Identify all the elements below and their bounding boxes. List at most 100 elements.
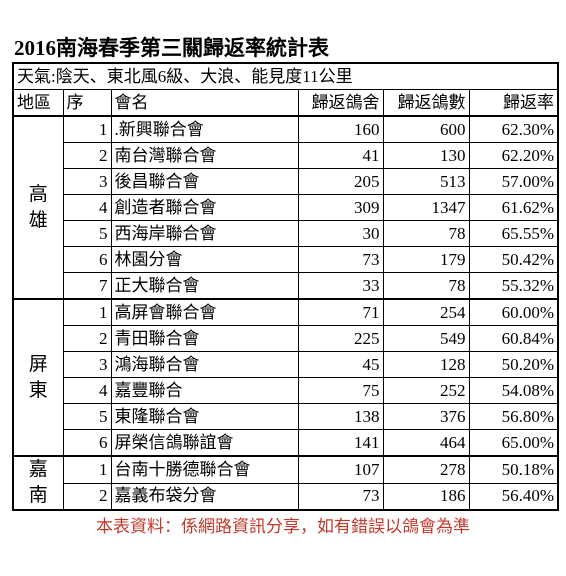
name-cell: 創造者聯合會 — [110, 194, 299, 221]
column-header: 會名 — [110, 89, 299, 117]
seq-cell: 5 — [62, 220, 112, 247]
name-cell: 高屏會聯合會 — [110, 298, 299, 326]
rate-cell: 54.08% — [468, 377, 559, 404]
lofts-cell: 141 — [297, 429, 384, 457]
lofts-cell: 73 — [297, 482, 384, 511]
lofts-cell: 41 — [297, 142, 384, 169]
data-row: 2 青田聯合會 225 549 60.84% — [13, 325, 559, 352]
region-cell: 高雄 — [12, 115, 64, 300]
rate-cell: 55.32% — [468, 272, 559, 300]
data-row: 5 東隆聯合會 138 376 56.80% — [13, 403, 559, 430]
birds-cell: 254 — [382, 298, 470, 326]
lofts-cell: 73 — [297, 246, 384, 273]
weather-row: 天氣:陰天、東北風6級、大浪、能見度11公里 — [12, 62, 559, 90]
lofts-cell: 45 — [297, 351, 384, 378]
name-cell: 林園分會 — [110, 246, 299, 273]
lofts-cell: 33 — [297, 272, 384, 300]
name-cell: 嘉義布袋分會 — [110, 482, 299, 511]
weather-cell: 天氣:陰天、東北風6級、大浪、能見度11公里 — [12, 62, 559, 90]
lofts-cell: 205 — [297, 168, 384, 195]
birds-cell: 1347 — [382, 194, 470, 221]
column-header: 歸返率 — [468, 89, 559, 117]
stats-table: 天氣:陰天、東北風6級、大浪、能見度11公里 地區序會名 歸返鴿舍 歸返鴿數 歸返率 高雄… — [12, 62, 559, 511]
data-row: 屏東 1 高屏會聯合會 71 254 60.00% — [12, 298, 559, 457]
name-cell: 鴻海聯合會 — [110, 351, 299, 378]
footer-note: 本表資料：係網路資訊分享，如有錯誤以鴿會為準 — [96, 517, 470, 536]
lofts-cell: 71 — [297, 298, 384, 326]
seq-cell: 3 — [62, 351, 112, 378]
birds-cell: 128 — [382, 351, 470, 378]
name-cell: 東隆聯合會 — [110, 403, 299, 430]
column-header: 序 — [62, 89, 112, 117]
rate-cell: 61.62% — [468, 194, 559, 221]
rate-cell: 65.55% — [468, 220, 559, 247]
header-row: 地區序會名 歸返鴿舍 歸返鴿數 歸返率 — [12, 89, 559, 117]
seq-cell: 2 — [62, 325, 112, 352]
region-cell: 嘉南 — [12, 455, 64, 511]
seq-cell: 3 — [62, 168, 112, 195]
table-body: 天氣:陰天、東北風6級、大浪、能見度11公里 地區序會名 歸返鴿舍 歸返鴿數 歸返率 高雄… — [12, 62, 559, 511]
birds-cell: 130 — [382, 142, 470, 169]
seq-cell: 2 — [62, 142, 112, 169]
data-row: 2 南台灣聯合會 41 130 62.20% — [13, 142, 559, 169]
data-row: 2 嘉義布袋分會 73 186 56.40% — [13, 482, 559, 511]
lofts-cell: 107 — [297, 455, 384, 484]
data-row: 3 鴻海聯合會 45 128 50.20% — [13, 351, 559, 378]
data-row: 6 屏榮信鴿聯誼會 141 464 65.00% — [13, 429, 559, 457]
title: 2016南海春季第三關歸返率統計表 — [14, 36, 329, 60]
lofts-cell: 138 — [297, 403, 384, 430]
column-header: 地區 — [12, 89, 64, 117]
rate-cell: 56.80% — [468, 403, 559, 430]
rate-cell: 50.42% — [468, 246, 559, 273]
name-cell: 嘉豐聯合 — [110, 377, 299, 404]
rate-cell: 50.18% — [468, 455, 559, 484]
data-row: 4 創造者聯合會 309 1347 61.62% — [13, 194, 559, 221]
seq-cell: 1 — [62, 115, 112, 143]
birds-cell: 376 — [382, 403, 470, 430]
rate-cell: 65.00% — [468, 429, 559, 457]
birds-cell: 179 — [382, 246, 470, 273]
seq-cell: 1 — [62, 298, 112, 326]
seq-cell: 6 — [62, 429, 112, 457]
rate-cell: 62.30% — [468, 115, 559, 143]
rate-cell: 56.40% — [468, 482, 559, 511]
seq-cell: 4 — [62, 194, 112, 221]
rate-cell: 57.00% — [468, 168, 559, 195]
seq-cell: 6 — [62, 246, 112, 273]
birds-cell: 252 — [382, 377, 470, 404]
birds-cell: 186 — [382, 482, 470, 511]
data-row: 7 正大聯合會 33 78 55.32% — [13, 272, 559, 300]
name-cell: 南台灣聯合會 — [110, 142, 299, 169]
data-row: 嘉南 1 台南十勝德聯合會 107 278 50.18% — [12, 455, 559, 511]
name-cell: 屏榮信鴿聯誼會 — [110, 429, 299, 457]
lofts-cell: 30 — [297, 220, 384, 247]
lofts-cell: 160 — [297, 115, 384, 143]
lofts-cell: 75 — [297, 377, 384, 404]
seq-cell: 5 — [62, 403, 112, 430]
data-row: 3 後昌聯合會 205 513 57.00% — [13, 168, 559, 195]
name-cell: 台南十勝德聯合會 — [110, 455, 299, 484]
lofts-cell: 309 — [297, 194, 384, 221]
region-cell: 屏東 — [12, 298, 64, 457]
data-row: 5 西海岸聯合會 30 78 65.55% — [13, 220, 559, 247]
lofts-cell: 225 — [297, 325, 384, 352]
seq-cell: 2 — [62, 482, 112, 511]
rate-cell: 60.00% — [468, 298, 559, 326]
birds-cell: 464 — [382, 429, 470, 457]
rate-cell: 50.20% — [468, 351, 559, 378]
birds-cell: 600 — [382, 115, 470, 143]
data-row: 4 嘉豐聯合 75 252 54.08% — [13, 377, 559, 404]
seq-cell: 4 — [62, 377, 112, 404]
seq-cell: 1 — [62, 455, 112, 484]
birds-cell: 278 — [382, 455, 470, 484]
data-row: 6 林園分會 73 179 50.42% — [13, 246, 559, 273]
rate-cell: 60.84% — [468, 325, 559, 352]
column-header: 歸返鴿舍 — [297, 89, 384, 117]
name-cell: 西海岸聯合會 — [110, 220, 299, 247]
name-cell: 後昌聯合會 — [110, 168, 299, 195]
birds-cell: 78 — [382, 272, 470, 300]
birds-cell: 513 — [382, 168, 470, 195]
data-row: 高雄 1 .新興聯合會 160 600 62.30% — [12, 115, 559, 300]
birds-cell: 78 — [382, 220, 470, 247]
